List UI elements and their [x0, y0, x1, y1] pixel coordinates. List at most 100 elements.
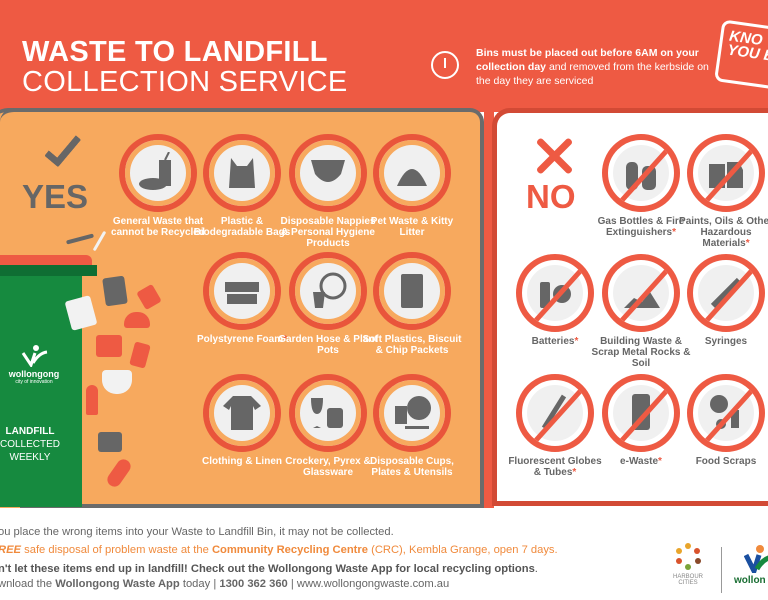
no-item-label: Gas Bottles & Fire Extinguishers*: [591, 216, 691, 238]
yes-item-badge: [373, 374, 451, 452]
yes-item-label: Plastic & Biodegradable Bags: [192, 216, 292, 238]
yes-item-label: Garden Hose & Plant Pots: [278, 334, 378, 356]
yes-item-label: General Waste that cannot be Recycled: [108, 216, 208, 238]
no-item-badge: [602, 134, 680, 212]
footer-line-4: wnload the Wollongong Waste App today | …: [0, 578, 449, 590]
bin-label-line2: COLLECTED: [0, 439, 61, 450]
yes-item-badge: [203, 252, 281, 330]
nappy-debris-icon: [102, 370, 132, 394]
footer-line-2-end: (CRC), Kembla Grange, open 7 days.: [367, 544, 558, 556]
item-label-text: General Waste that cannot be Recycled: [111, 216, 205, 238]
no-item: e-Waste*: [591, 374, 691, 467]
wollongong-footer-logo-icon: [744, 545, 768, 573]
item-label-text: Disposable Nappies & Personal Hygiene Pr…: [280, 216, 376, 249]
asterisk: *: [572, 467, 577, 478]
item-label-text: Garden Hose & Plant Pots: [278, 334, 378, 356]
glass-debris-icon: [86, 385, 98, 415]
title-line-1: WASTE TO LANDFILL: [22, 36, 328, 68]
crc-name: Community Recycling Centre: [211, 544, 368, 556]
no-item-label: Batteries*: [505, 336, 605, 347]
item-label-text: Fluorescent Globes & Tubes: [508, 456, 602, 478]
jug-debris-icon: [96, 335, 122, 357]
item-label-text: Disposable Cups, Plates & Utensils: [370, 456, 454, 478]
harbour-cities-logo: HARBOUR CITIES: [664, 542, 712, 586]
asterisk: *: [283, 334, 288, 345]
bin-label-line3: WEEKLY: [9, 452, 51, 463]
yes-item: Polystyrene Foam*: [192, 252, 292, 345]
wollongong-footer-text: wollon: [734, 575, 766, 586]
landfill-bin: wollongong city of innovation: [0, 255, 97, 507]
yes-item-badge: [373, 252, 451, 330]
bin-logo-text: wollongong: [8, 369, 60, 379]
chip-packet-debris-icon: [102, 275, 128, 307]
f4c: today |: [179, 578, 220, 590]
no-item: Batteries*: [505, 254, 605, 347]
item-label-text: Gas Bottles & Fire Extinguishers: [597, 216, 685, 238]
item-label-text: Batteries: [531, 336, 575, 347]
no-item-label: Fluorescent Globes & Tubes*: [505, 456, 605, 478]
item-label-text: Food Scraps: [695, 456, 757, 467]
wollongong-logo-mark-icon: [21, 345, 48, 369]
notice-bold: Bins must be placed out before 6AM on yo…: [476, 47, 699, 73]
yes-item-label: Clothing & Linen: [192, 456, 292, 467]
item-label-text: Crockery, Pyrex & Glassware: [285, 456, 371, 478]
website-link[interactable]: | www.wollongongwaste.com.au: [287, 578, 450, 590]
no-item: Paints, Oils & Other Hazardous Materials…: [676, 134, 768, 249]
item-label-text: Building Waste & Scrap Metal Rocks & Soi…: [591, 336, 691, 369]
no-item-badge: [687, 254, 765, 332]
no-item-label: e-Waste*: [591, 456, 691, 467]
phone-number: 1300 362 360: [219, 578, 288, 590]
yes-item: Clothing & Linen: [192, 374, 292, 467]
yes-item-badge: [289, 134, 367, 212]
yes-item: Garden Hose & Plant Pots: [278, 252, 378, 356]
footer-line-3-bold: n't let these items end up in landfill! …: [0, 563, 535, 575]
container-debris-icon: [98, 432, 122, 452]
item-label-text: Clothing & Linen: [202, 456, 282, 467]
yes-item-badge: [289, 252, 367, 330]
item-label-text: Plastic & Biodegradable Bags: [193, 216, 291, 238]
bin-label-bold: LANDFILL: [5, 426, 55, 437]
no-item: Gas Bottles & Fire Extinguishers*: [591, 134, 691, 238]
yes-item: Disposable Cups, Plates & Utensils: [362, 374, 462, 478]
asterisk: *: [745, 238, 750, 249]
no-item-badge: [687, 374, 765, 452]
know-your-bin-badge: KNO YOU BI: [714, 19, 768, 91]
yes-heading: YES: [22, 178, 89, 215]
foam-icon: [225, 282, 259, 304]
item-label-text: Paints, Oils & Other Hazardous Materials: [679, 216, 768, 249]
header-banner: WASTE TO LANDFILL COLLECTION SERVICE Bin…: [0, 0, 768, 112]
item-label-text: Syringes: [704, 336, 748, 347]
cup-slipper-icon: [139, 152, 171, 190]
glass-jug-icon: [311, 398, 343, 428]
bin-logo-tagline: city of innovation: [15, 379, 53, 385]
nappy-icon: [311, 160, 345, 182]
yes-item-label: Polystyrene Foam*: [192, 334, 292, 345]
chip-packet-icon: [401, 274, 423, 308]
no-heading: NO: [526, 178, 576, 215]
plate-cup-icon: [395, 396, 431, 429]
footer-line-3-end: .: [534, 563, 538, 575]
f4a: wnload the: [0, 578, 56, 590]
clock-icon: [431, 51, 459, 79]
no-item-label: Syringes: [676, 336, 768, 347]
footer-line-2-text: safe disposal of problem waste at the: [21, 544, 212, 556]
cross-icon: [535, 137, 573, 175]
item-label-text: Soft Plastics, Biscuit & Chip Packets: [362, 334, 462, 356]
asterisk: *: [658, 456, 662, 467]
bin-label: LANDFILL COLLECTED WEEKLY: [0, 425, 60, 464]
no-item-badge: [516, 254, 594, 332]
no-item: Building Waste & Scrap Metal Rocks & Soi…: [591, 254, 691, 369]
yes-item-badge: [203, 134, 281, 212]
yes-item: Plastic & Biodegradable Bags: [192, 134, 292, 238]
no-item: Food Scraps: [676, 374, 768, 467]
yes-item-label: Disposable Cups, Plates & Utensils: [362, 456, 462, 478]
item-label-text: Pet Waste & Kitty Litter: [370, 216, 454, 238]
yes-item-badge: [289, 374, 367, 452]
title-line-2: COLLECTION SERVICE: [22, 66, 348, 98]
footer-line-3: n't let these items end up in landfill! …: [0, 563, 538, 575]
footer-line-1: ou place the wrong items into your Waste…: [0, 526, 394, 538]
no-item-badge: [687, 134, 765, 212]
hose-pot-icon: [313, 272, 347, 308]
pet-waste-icon: [397, 169, 427, 186]
yes-item-label: Disposable Nappies & Personal Hygiene Pr…: [278, 216, 378, 249]
